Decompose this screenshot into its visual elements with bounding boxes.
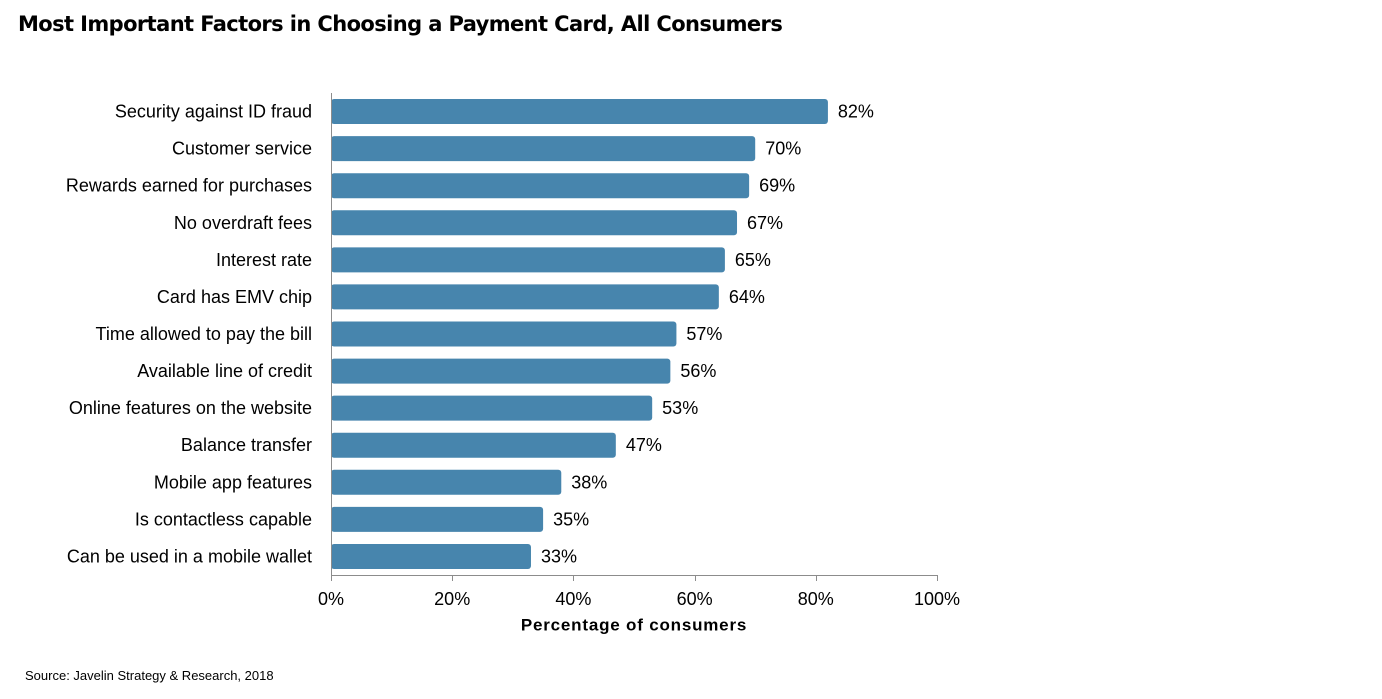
bar <box>331 247 725 273</box>
bar <box>331 543 531 569</box>
bar <box>331 358 671 384</box>
bar <box>331 136 756 162</box>
axes-layer <box>331 93 938 581</box>
category-label: Available line of credit <box>137 361 312 381</box>
bar <box>331 432 616 458</box>
bar <box>331 210 738 236</box>
category-label: Rewards earned for purchases <box>66 176 312 196</box>
category-label: Interest rate <box>216 250 312 270</box>
x-tick-label: 80% <box>798 589 834 609</box>
data-label: 67% <box>747 213 783 233</box>
x-tick-label: 100% <box>914 589 960 609</box>
data-label: 56% <box>680 361 716 381</box>
labels-layer: Security against ID fraud 82% Customer ser… <box>66 102 960 635</box>
x-axis-title: Percentage of consumers <box>521 616 747 635</box>
data-label: 47% <box>626 435 662 455</box>
data-label: 82% <box>838 102 874 122</box>
source-note: Source: Javelin Strategy & Research, 201… <box>25 668 274 683</box>
category-label: Security against ID fraud <box>115 102 312 122</box>
category-label: Card has EMV chip <box>157 287 312 307</box>
bar <box>331 321 677 347</box>
bar <box>331 506 544 532</box>
bar <box>331 469 562 495</box>
data-label: 53% <box>662 398 698 418</box>
category-label: Online features on the website <box>69 398 312 418</box>
bar <box>331 173 750 199</box>
x-tick-label: 60% <box>677 589 713 609</box>
category-label: No overdraft fees <box>174 213 312 233</box>
bar <box>331 284 719 310</box>
x-tick-label: 20% <box>434 589 470 609</box>
data-label: 38% <box>571 472 607 492</box>
x-tick-label: 40% <box>555 589 591 609</box>
data-label: 65% <box>735 250 771 270</box>
data-label: 57% <box>686 324 722 344</box>
data-label: 69% <box>759 176 795 196</box>
chart-title: Most Important Factors in Choosing a Pay… <box>18 12 783 36</box>
bar <box>331 395 653 421</box>
category-label: Time allowed to pay the bill <box>96 324 312 344</box>
data-label: 33% <box>541 546 577 566</box>
category-label: Balance transfer <box>181 435 312 455</box>
bars-layer <box>331 99 828 569</box>
category-label: Can be used in a mobile wallet <box>67 546 312 566</box>
category-label: Mobile app features <box>154 472 312 492</box>
bar <box>331 99 828 125</box>
category-label: Is contactless capable <box>135 509 312 529</box>
data-label: 64% <box>729 287 765 307</box>
data-label: 70% <box>765 139 801 159</box>
x-tick-label: 0% <box>318 589 344 609</box>
category-label: Customer service <box>172 139 312 159</box>
data-label: 35% <box>553 509 589 529</box>
